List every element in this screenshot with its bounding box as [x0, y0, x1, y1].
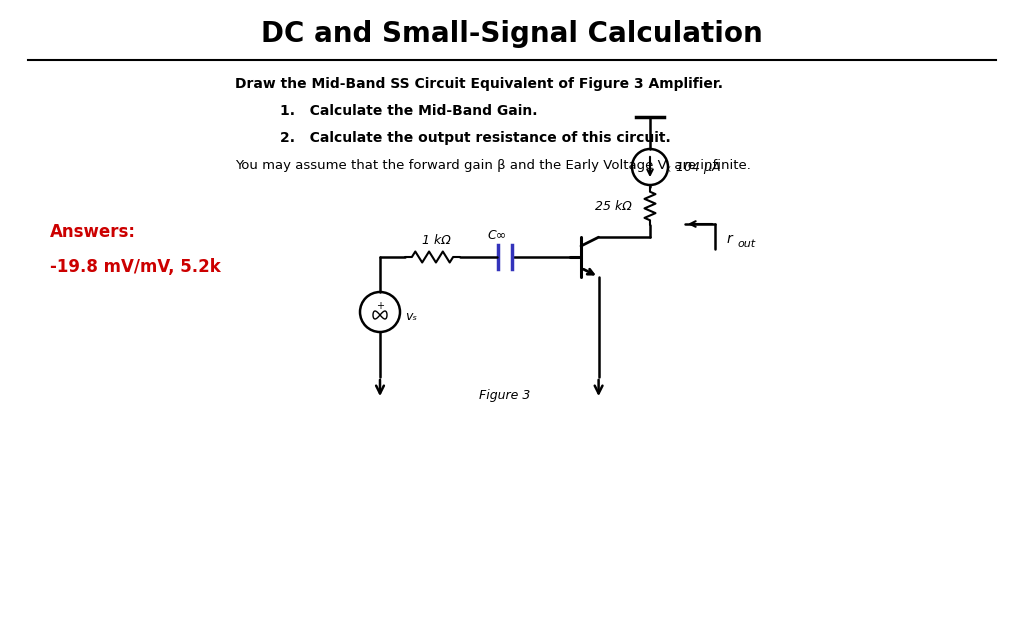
- Text: C∞: C∞: [487, 229, 506, 242]
- Text: +: +: [376, 301, 384, 311]
- Text: 1 kΩ: 1 kΩ: [422, 234, 451, 247]
- Text: Figure 3: Figure 3: [479, 389, 530, 401]
- Text: 2.   Calculate the output resistance of this circuit.: 2. Calculate the output resistance of th…: [280, 131, 671, 145]
- Text: DC and Small-Signal Calculation: DC and Small-Signal Calculation: [261, 20, 763, 48]
- Text: out: out: [737, 239, 755, 249]
- Text: r: r: [727, 232, 733, 246]
- Text: -19.8 mV/mV, 5.2k: -19.8 mV/mV, 5.2k: [50, 258, 221, 276]
- Text: 1.   Calculate the Mid-Band Gain.: 1. Calculate the Mid-Band Gain.: [280, 104, 538, 118]
- Text: Answers:: Answers:: [50, 223, 136, 241]
- Text: 104 μA: 104 μA: [676, 160, 721, 174]
- Text: Draw the Mid-Band SS Circuit Equivalent of Figure 3 Amplifier.: Draw the Mid-Band SS Circuit Equivalent …: [234, 77, 723, 91]
- Text: You may assume that the forward gain β and the Early Voltage V⁁ are infinite.: You may assume that the forward gain β a…: [234, 159, 751, 172]
- Text: vₛ: vₛ: [406, 310, 417, 323]
- Text: 25 kΩ: 25 kΩ: [595, 200, 632, 213]
